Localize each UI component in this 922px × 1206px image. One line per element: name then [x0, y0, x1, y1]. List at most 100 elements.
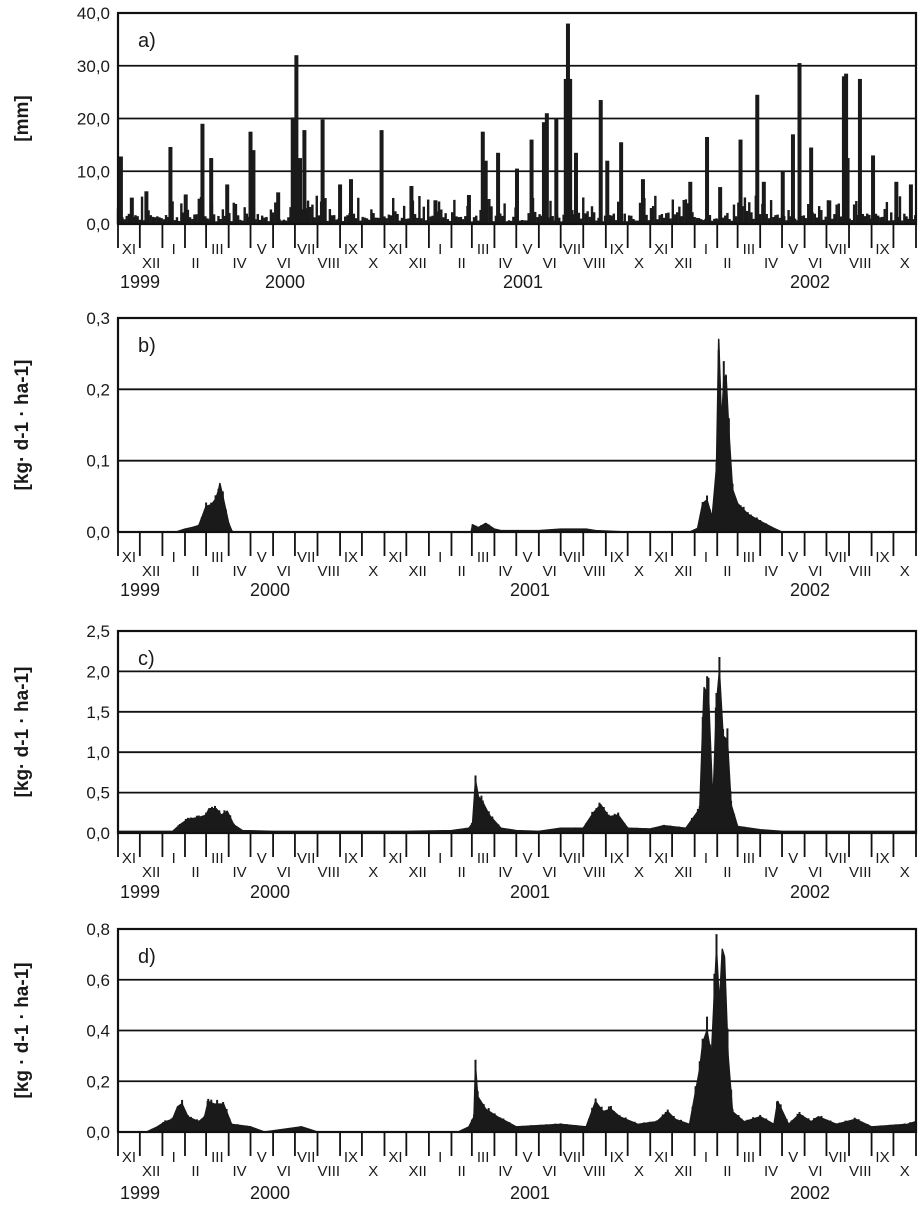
bar	[579, 218, 583, 224]
bar	[217, 215, 220, 224]
bar	[728, 219, 731, 224]
bar	[645, 214, 648, 224]
bar	[863, 216, 867, 224]
bar	[721, 217, 725, 224]
bar	[903, 213, 906, 224]
bar	[171, 201, 174, 224]
month-label: III	[211, 241, 224, 258]
bar	[459, 216, 463, 224]
month-label: IX	[875, 850, 889, 867]
bar	[630, 215, 633, 224]
bar	[563, 78, 568, 224]
bar	[673, 214, 677, 224]
bar	[209, 158, 214, 224]
bar	[503, 203, 506, 224]
month-label: XII	[408, 563, 426, 580]
bar	[138, 219, 142, 224]
bar	[625, 221, 629, 224]
year-label: 2000	[250, 1183, 290, 1203]
bar	[118, 156, 123, 224]
bar	[536, 217, 539, 224]
bar	[313, 217, 316, 224]
month-label: I	[438, 850, 442, 867]
bar	[480, 131, 485, 224]
bar	[206, 218, 209, 224]
month-label: XI	[122, 241, 136, 258]
bar	[361, 216, 364, 224]
bar	[164, 215, 168, 224]
bar	[894, 181, 899, 224]
bar	[450, 212, 454, 224]
bar	[752, 218, 755, 224]
month-label: VII	[297, 549, 315, 566]
bar	[828, 200, 832, 224]
month-label: XI	[122, 549, 136, 566]
bar	[294, 55, 299, 225]
month-label: IX	[875, 549, 889, 566]
bar	[693, 217, 696, 224]
month-label: XII	[142, 1163, 160, 1180]
y-tick-label: 10,0	[77, 162, 110, 181]
bar	[571, 210, 574, 224]
bar	[483, 160, 488, 224]
bar	[302, 130, 307, 224]
bar	[219, 219, 222, 224]
bar	[234, 203, 238, 224]
bar	[440, 209, 443, 224]
month-label: XII	[408, 1163, 426, 1180]
bar	[654, 195, 657, 224]
year-label: 2002	[790, 272, 830, 292]
month-label: VIII	[849, 1163, 872, 1180]
bar	[413, 214, 417, 224]
month-label: I	[172, 549, 176, 566]
month-label: V	[788, 1149, 798, 1166]
bar	[160, 218, 163, 224]
bar	[715, 218, 718, 224]
bar	[745, 210, 749, 224]
series-area	[117, 948, 917, 1133]
y-tick-label: 0,0	[86, 824, 110, 843]
bar	[540, 215, 543, 224]
month-label: III	[477, 241, 490, 258]
panel-label: a)	[138, 30, 156, 52]
bar	[560, 221, 563, 224]
bar	[833, 214, 836, 224]
month-label: V	[257, 850, 267, 867]
bar	[494, 215, 498, 224]
month-label: VIII	[583, 1163, 606, 1180]
bar	[665, 213, 668, 224]
bar	[568, 78, 573, 224]
month-label: X	[634, 255, 644, 272]
bar	[675, 212, 679, 224]
month-label: V	[788, 241, 798, 258]
bar	[732, 204, 736, 224]
bar	[835, 204, 838, 224]
bar	[365, 218, 369, 224]
bar	[341, 221, 345, 224]
bar	[632, 219, 635, 224]
bar	[309, 206, 312, 224]
month-label: XII	[142, 563, 160, 580]
bar	[461, 219, 465, 224]
y-tick-label: 20,0	[77, 110, 110, 129]
bar	[320, 119, 325, 224]
bar	[317, 215, 321, 224]
month-label: II	[723, 255, 731, 272]
bar	[820, 210, 823, 224]
month-label: IX	[610, 549, 624, 566]
bar	[147, 210, 150, 224]
year-label: 2001	[510, 1183, 550, 1203]
bar	[544, 113, 549, 224]
month-label: IV	[498, 563, 512, 580]
bar	[243, 207, 246, 224]
bar	[442, 217, 445, 224]
month-label: XII	[408, 864, 426, 881]
bar	[907, 218, 910, 224]
panel-label: c)	[138, 648, 155, 670]
bar	[797, 63, 802, 224]
bar	[188, 217, 192, 224]
bar	[407, 218, 410, 224]
bar	[822, 219, 825, 224]
month-label: III	[743, 850, 756, 867]
bar	[634, 220, 637, 224]
